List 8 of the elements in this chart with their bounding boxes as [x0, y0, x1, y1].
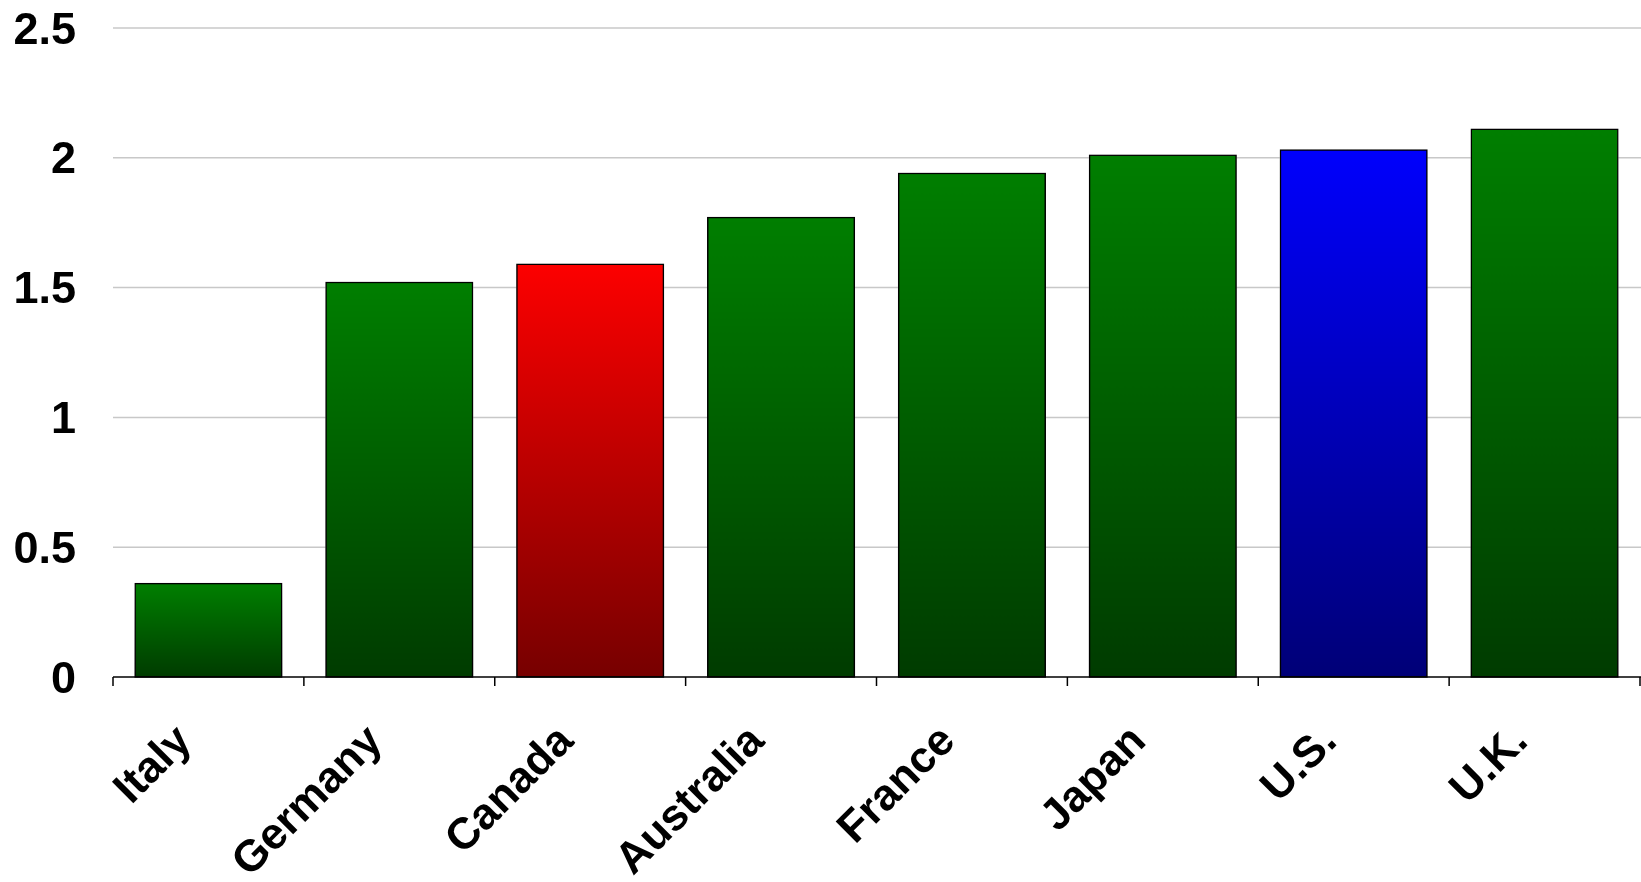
- y-tick-label: 2: [50, 132, 76, 184]
- y-tick-label: 0: [50, 651, 76, 703]
- y-tick-label: 2.5: [13, 2, 76, 54]
- y-tick-label: 1.5: [13, 262, 76, 314]
- x-tick-label: U.K.: [1439, 714, 1536, 812]
- x-tick-label: U.S.: [1249, 714, 1346, 810]
- y-tick-label: 0.5: [13, 521, 76, 573]
- y-tick-label: 1: [50, 391, 76, 443]
